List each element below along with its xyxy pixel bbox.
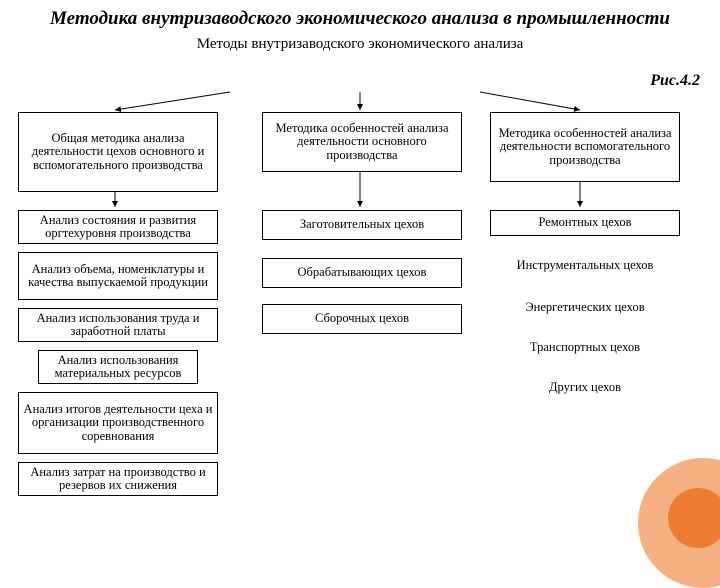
col1-r6: Анализ затрат на производство и резервов…: [18, 462, 218, 496]
top-methods-label: Методы внутризаводского экономического а…: [0, 36, 720, 53]
page-title: Методика внутризаводского экономического…: [0, 0, 720, 32]
col3-r4: Транспортных цехов: [490, 336, 680, 360]
col1-head: Общая методика анализа деятельности цехо…: [18, 112, 218, 192]
col1-r1: Анализ состояния и развития оргтехуровня…: [18, 210, 218, 244]
col3-r2: Инструментальных цехов: [490, 254, 680, 278]
col2-head: Методика особенностей анализа деятельнос…: [262, 112, 462, 172]
col3-r5: Других цехов: [490, 376, 680, 400]
col2-r3: Сборочных цехов: [262, 304, 462, 334]
col2-r1: Заготовительных цехов: [262, 210, 462, 240]
col2-r2: Обрабатывающих цехов: [262, 258, 462, 288]
col1-r4: Анализ использования материальных ресурс…: [38, 350, 198, 384]
decor-circle-inner: [668, 488, 720, 548]
col3-r3: Энергетических цехов: [490, 296, 680, 320]
col3-head: Методика особенностей анализа деятельнос…: [490, 112, 680, 182]
figure-ref: Рис.4.2: [650, 72, 700, 90]
col1-r2: Анализ объема, номенклатуры и качества в…: [18, 252, 218, 300]
col3-r1: Ремонтных цехов: [490, 210, 680, 236]
col1-r3: Анализ использования труда и заработной …: [18, 308, 218, 342]
col1-r5: Анализ итогов деятельности цеха и органи…: [18, 392, 218, 454]
